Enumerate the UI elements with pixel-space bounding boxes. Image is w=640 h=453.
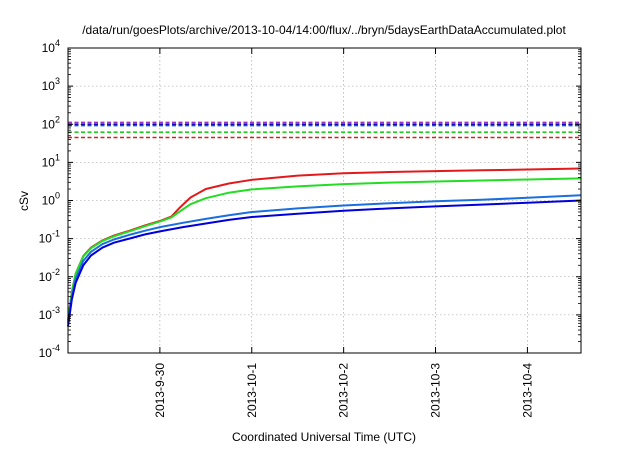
y-tick-label: 103 [42, 76, 60, 93]
y-tick-base: 10 [42, 194, 56, 208]
y-tick-label: 101 [42, 152, 60, 169]
y-tick-base: 10 [42, 155, 56, 169]
y-tick-label: 104 [42, 38, 60, 55]
y-tick-base: 10 [39, 270, 53, 284]
y-tick-exponent: -3 [52, 305, 60, 315]
y-tick-label: 10-1 [39, 229, 60, 246]
y-tick-exponent: 0 [55, 191, 60, 201]
grid-layer [68, 48, 581, 353]
tick-layer: 10-410-310-210-11001011021031042013-9-30… [39, 38, 581, 418]
y-tick-base: 10 [42, 117, 56, 131]
y-tick-base: 10 [39, 346, 53, 360]
y-tick-exponent: -1 [52, 229, 60, 239]
series-line [67, 194, 582, 324]
y-tick-exponent: 3 [55, 76, 60, 86]
y-tick-label: 100 [42, 191, 60, 208]
y-axis-label: cSv [17, 191, 31, 211]
series-line [67, 199, 582, 327]
series-line [67, 177, 582, 321]
y-tick-label: 10-2 [39, 267, 60, 284]
y-tick-exponent: 1 [55, 152, 60, 162]
y-tick-exponent: 4 [55, 38, 60, 48]
y-tick-exponent: -2 [52, 267, 60, 277]
series-line [67, 167, 582, 321]
y-tick-label: 10-3 [39, 305, 60, 322]
y-tick-label: 102 [42, 114, 60, 131]
series-layer [67, 121, 582, 327]
y-tick-base: 10 [39, 232, 53, 246]
chart-title: /data/run/goesPlots/archive/2013-10-04/1… [82, 23, 566, 37]
x-axis-label: Coordinated Universal Time (UTC) [232, 430, 416, 444]
y-tick-exponent: 2 [55, 114, 60, 124]
y-tick-base: 10 [39, 308, 53, 322]
y-tick-label: 10-4 [39, 343, 60, 360]
x-tick-label: 2013-10-1 [245, 363, 259, 418]
x-tick-label: 2013-10-2 [337, 363, 351, 418]
y-tick-exponent: -4 [52, 343, 60, 353]
x-tick-label: 2013-10-3 [429, 363, 443, 418]
y-tick-base: 10 [42, 79, 56, 93]
x-tick-label: 2013-9-30 [153, 363, 167, 418]
y-tick-base: 10 [42, 41, 56, 55]
x-tick-label: 2013-10-4 [520, 363, 534, 418]
